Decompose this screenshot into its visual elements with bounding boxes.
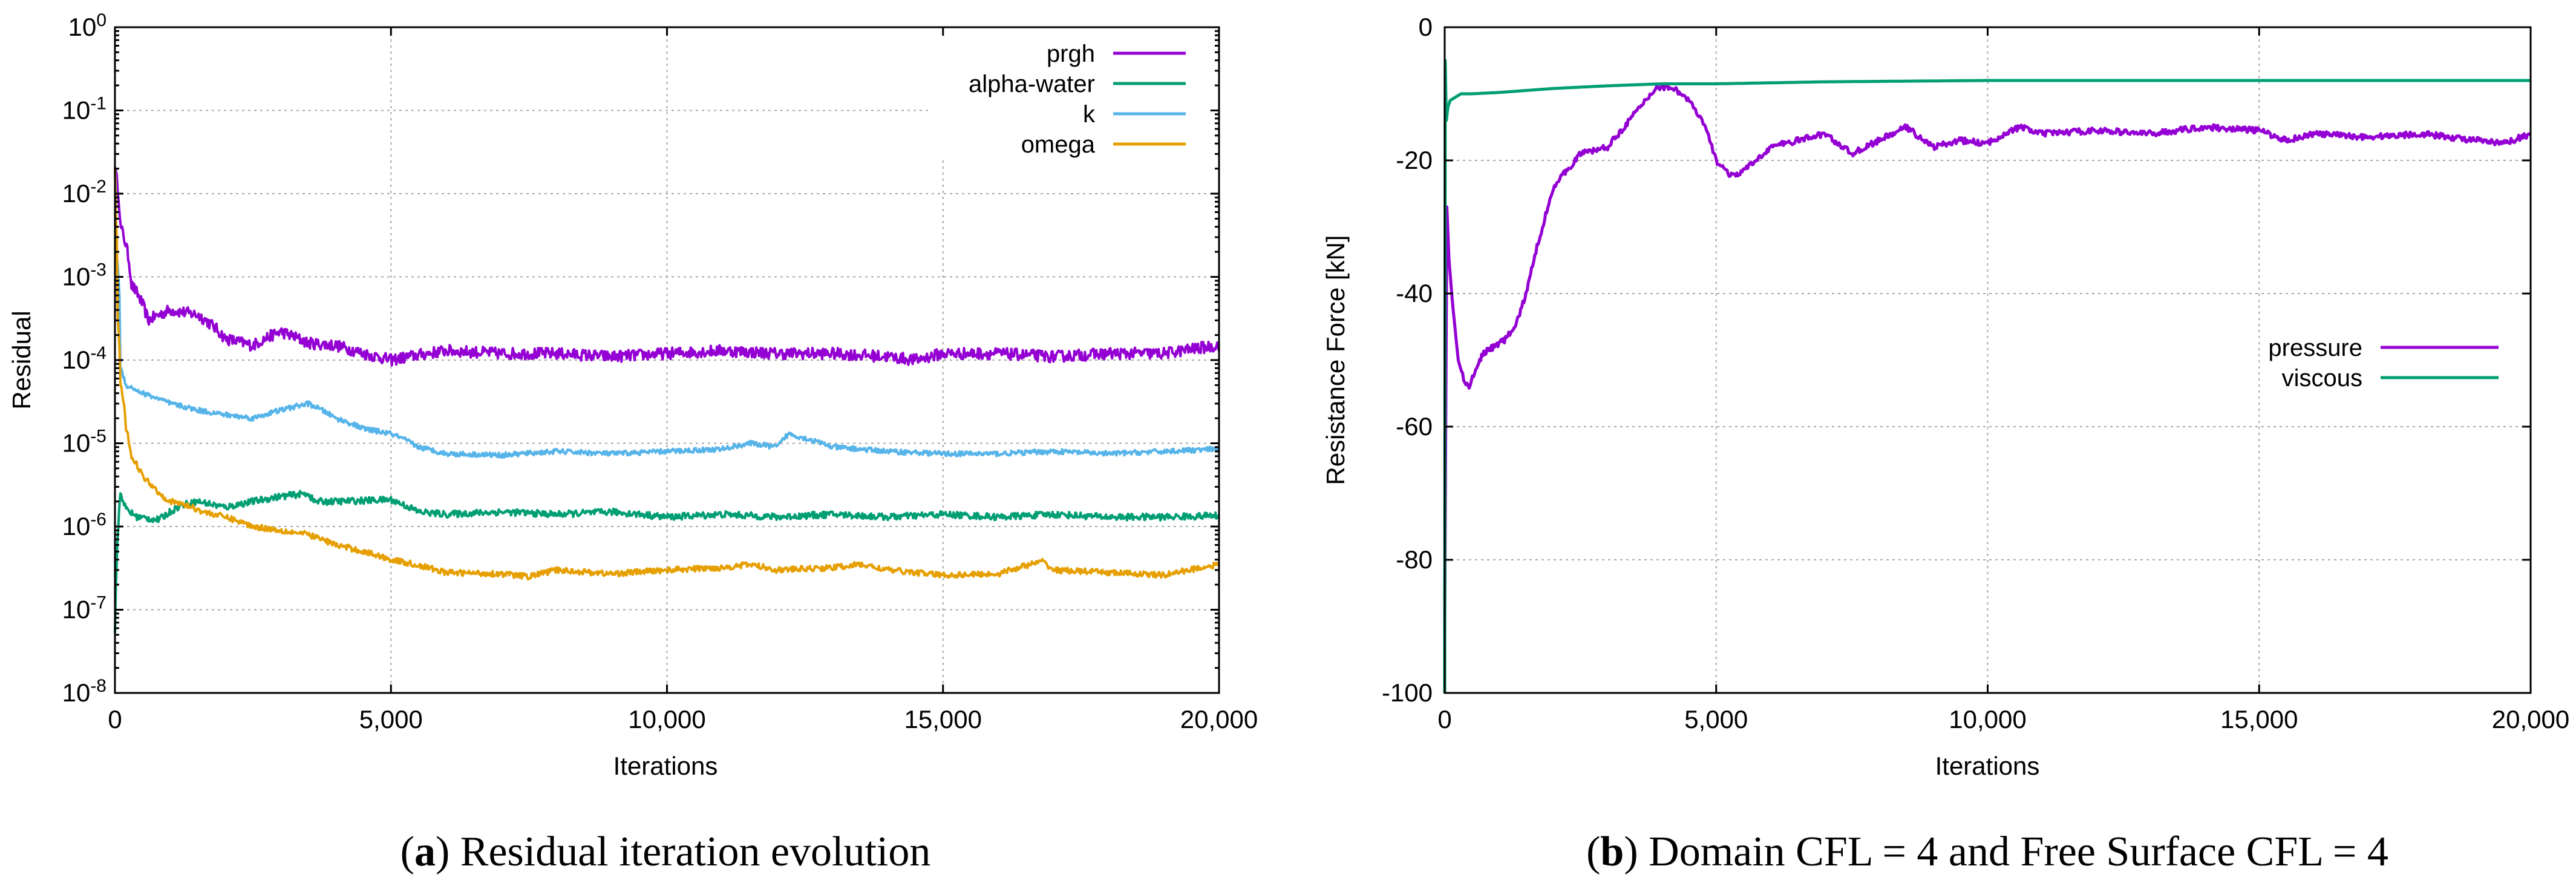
y-tick-label: 100 — [68, 10, 106, 41]
y-tick-label: 10-1 — [62, 94, 106, 125]
x-tick-label: 15,000 — [904, 705, 982, 733]
legend-label-prgh: prgh — [1047, 41, 1095, 67]
legend-label-k: k — [1083, 101, 1096, 128]
y-tick-label: 10-7 — [62, 593, 106, 624]
y-tick-label: 10-8 — [62, 676, 106, 707]
legend-background — [932, 36, 1210, 157]
y-tick-label: 10-2 — [62, 177, 106, 208]
residual-chart-series — [114, 166, 1220, 634]
y-tick-label: 0 — [1419, 13, 1433, 41]
x-tick-label: 5,000 — [1684, 705, 1748, 733]
x-tick-label: 0 — [108, 705, 122, 733]
legend-label-pressure: pressure — [2268, 335, 2362, 361]
resistance-chart-caption-label: b — [1600, 829, 1624, 875]
x-tick-label: 20,000 — [2492, 705, 2569, 733]
residual-chart: 0 5,000 10,000 15,000 20,000 100 10-1 10-2 10-3 1… — [7, 10, 1258, 875]
series-line-k — [114, 166, 1220, 459]
legend-label-alpha-water: alpha-water — [969, 71, 1095, 97]
series-line-omega — [114, 167, 1220, 581]
legend-label-viscous: viscous — [2282, 365, 2362, 392]
y-tick-label: -20 — [1396, 146, 1433, 174]
x-tick-label: 0 — [1437, 705, 1451, 733]
residual-chart-xlabel: Iterations — [613, 752, 718, 780]
residual-chart-ticks: 0 5,000 10,000 15,000 20,000 100 10-1 10-2 10-3 1… — [62, 10, 1258, 733]
y-tick-label: 10-6 — [62, 510, 106, 540]
legend-background — [2293, 327, 2517, 393]
x-tick-label: 15,000 — [2220, 705, 2298, 733]
x-tick-label: 10,000 — [628, 705, 705, 733]
y-tick-label: -60 — [1396, 412, 1433, 441]
series-line-alpha-water — [114, 490, 1220, 634]
residual-chart-caption-text: Residual iteration evolution — [449, 829, 930, 875]
resistance-chart-caption: (b) Domain CFL = 4 and Free Surface CFL … — [1586, 829, 2388, 875]
series-line-prgh — [114, 168, 1220, 367]
series-line-pressure — [1443, 83, 2532, 627]
residual-chart-ylabel: Residual — [7, 310, 36, 409]
y-tick-label: 10-5 — [62, 427, 106, 458]
resistance-chart-xlabel: Iterations — [1935, 752, 2040, 780]
y-tick-label: -80 — [1396, 545, 1433, 574]
y-tick-label: 10-4 — [62, 343, 106, 374]
y-tick-label: -100 — [1382, 678, 1433, 707]
y-tick-label: -40 — [1396, 279, 1433, 307]
x-tick-label: 5,000 — [359, 705, 423, 733]
resistance-chart-caption-text: Domain CFL = 4 and Free Surface CFL = 4 — [1638, 829, 2388, 875]
resistance-chart-legend: pressure viscous — [2268, 327, 2517, 393]
resistance-chart-grid — [1445, 27, 2531, 693]
resistance-chart: 0 5,000 10,000 15,000 20,000 0 -20 -40 -60 -80 -10… — [1321, 13, 2569, 875]
x-tick-label: 20,000 — [1180, 705, 1258, 733]
residual-chart-caption-label: a — [414, 829, 436, 875]
resistance-chart-series — [1443, 59, 2532, 694]
residual-chart-caption: (a) Residual iteration evolution — [400, 829, 931, 875]
y-tick-label: 10-3 — [62, 260, 106, 291]
series-line-viscous — [1443, 59, 2531, 694]
x-tick-label: 10,000 — [1949, 705, 2026, 733]
resistance-chart-ylabel: Resistance Force [kN] — [1321, 235, 1350, 485]
residual-chart-legend: prgh alpha-water k omega — [932, 36, 1210, 158]
resistance-chart-ticks: 0 5,000 10,000 15,000 20,000 0 -20 -40 -60 -80 -10… — [1382, 13, 2569, 733]
legend-label-omega: omega — [1021, 131, 1096, 158]
